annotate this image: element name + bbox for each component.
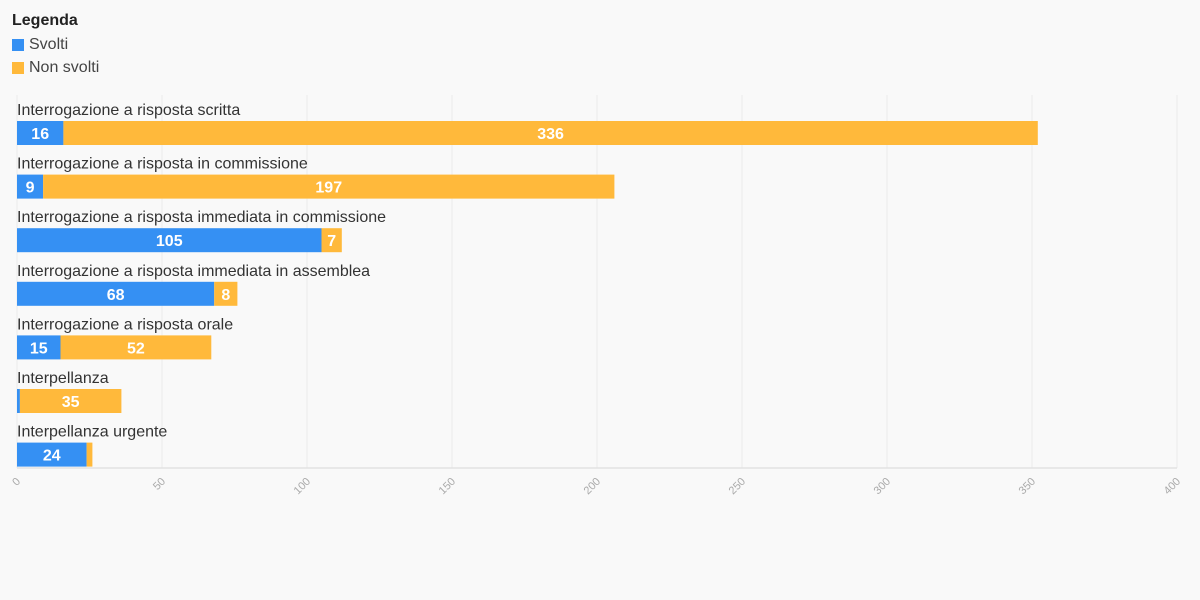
bar-svolti <box>17 121 64 145</box>
legend-label-svolti: Svolti <box>29 35 69 53</box>
bar-value-label: 35 <box>62 394 80 411</box>
bar-svolti <box>17 174 44 199</box>
category-label: Interrogazione a risposta immediata in a… <box>17 263 370 280</box>
x-tick-label: 100 <box>292 476 313 497</box>
bar-value-label: 7 <box>327 233 336 250</box>
category-label: Interrogazione a risposta scritta <box>17 102 240 119</box>
bar-value-label: 68 <box>107 287 125 304</box>
x-tick-label: 150 <box>437 476 458 497</box>
x-tick-label: 250 <box>727 476 748 497</box>
category-label: Interrogazione a risposta orale <box>17 316 233 333</box>
bar-non-svolti <box>321 228 342 253</box>
bar-value-label: 24 <box>43 448 61 465</box>
bar-value-label: 105 <box>156 233 183 250</box>
x-tick-label: 0 <box>10 476 23 489</box>
bar-value-label: 16 <box>31 126 49 143</box>
bar-svolti <box>17 281 215 306</box>
legend-label-non-svolti: Non svolti <box>29 58 100 76</box>
legend-swatch-non-svolti <box>12 61 24 74</box>
category-label: Interrogazione a risposta in commissione <box>17 156 308 173</box>
bar-value-label: 15 <box>30 340 48 357</box>
bar-svolti <box>17 442 87 467</box>
legend-item-non-svolti: Non svolti <box>12 56 99 79</box>
x-tick-label: 50 <box>151 476 168 493</box>
bar-non-svolti <box>214 281 238 306</box>
bar-value-label: 52 <box>127 340 145 357</box>
category-label: Interpellanza urgente <box>17 424 167 441</box>
bar-non-svolti <box>60 335 212 360</box>
legend-swatch-svolti <box>12 38 24 51</box>
bar-value-label: 9 <box>26 180 35 197</box>
bar-non-svolti <box>43 174 615 199</box>
bar-svolti <box>17 228 322 253</box>
bar-svolti <box>17 389 20 413</box>
bar-svolti <box>17 335 61 360</box>
x-tick-label: 350 <box>1017 476 1038 497</box>
category-label: Interpellanza <box>17 370 109 387</box>
legend-title: Legenda <box>12 12 78 29</box>
bar-value-label: 197 <box>315 180 342 197</box>
bar-non-svolti <box>63 121 1038 145</box>
legend-item-svolti: Svolti <box>12 33 99 56</box>
x-tick-label: 300 <box>872 476 893 497</box>
x-tick-label: 200 <box>582 476 603 497</box>
bar-non-svolti <box>19 389 122 413</box>
category-label: Interrogazione a risposta immediata in c… <box>17 209 386 226</box>
bar-value-label: 336 <box>537 126 564 143</box>
legend: Legenda Svolti Non svolti <box>12 12 99 79</box>
bar-non-svolti <box>86 442 93 467</box>
bar-value-label: 8 <box>221 287 230 304</box>
x-tick-label: 400 <box>1162 476 1183 497</box>
